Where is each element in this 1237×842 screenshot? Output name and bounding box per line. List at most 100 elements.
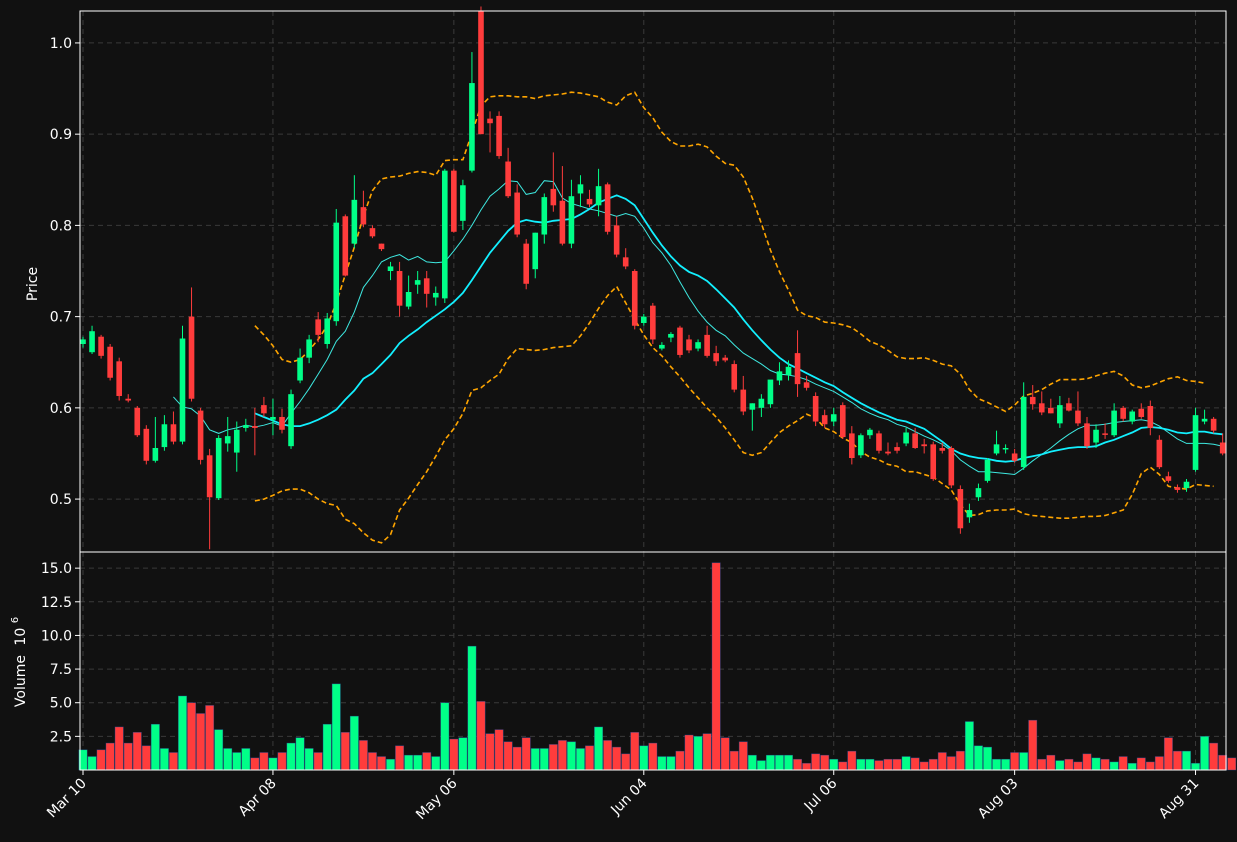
volume-bar — [1163, 737, 1173, 771]
volume-bar — [377, 756, 386, 771]
candle-body — [595, 186, 602, 206]
candle-body — [252, 426, 258, 428]
candlestick — [668, 332, 674, 343]
volume-bar — [295, 737, 305, 771]
volume-bar — [775, 754, 784, 771]
candle-body — [387, 266, 394, 272]
candle-body — [396, 271, 403, 306]
price-tick-label: 0.7 — [50, 310, 72, 326]
candle-body — [1210, 418, 1217, 431]
volume-bar — [919, 761, 929, 771]
volume-bar — [485, 733, 495, 771]
candle-body — [966, 510, 973, 518]
candle-body — [152, 447, 159, 461]
candle-body — [957, 489, 964, 529]
candle-body — [1093, 429, 1099, 443]
volume-bar — [738, 741, 748, 771]
candle-body — [188, 316, 195, 399]
volume-bar — [612, 746, 622, 771]
candle-body — [261, 405, 267, 414]
volume-panel: 2.5 5.0 7.5 10.0 12.5 15.0 Volume 10 6 — [10, 551, 1237, 771]
candle-body — [80, 339, 86, 344]
candle-body — [541, 197, 548, 235]
candlesticks — [80, 6, 1226, 550]
candlestick — [1156, 435, 1163, 469]
slow-moving-average-line — [254, 194, 1223, 463]
volume-panel-frame — [79, 551, 1227, 771]
candlestick — [143, 425, 150, 465]
lower-band-line — [254, 285, 1214, 544]
volume-bar — [521, 737, 531, 771]
volume-bar — [223, 748, 233, 771]
volume-bar — [1109, 761, 1119, 771]
volume-bar — [657, 756, 667, 771]
candle-body — [867, 429, 873, 436]
candle-body — [378, 243, 385, 250]
candle-body — [830, 414, 837, 422]
price-tick-label: 1.0 — [50, 36, 72, 52]
volume-bar — [313, 752, 323, 771]
volume-bar — [829, 758, 839, 771]
candlestick — [532, 232, 539, 279]
volume-bar — [711, 562, 721, 771]
candle-body — [622, 257, 629, 267]
candlestick — [179, 325, 186, 445]
candlestick — [568, 179, 575, 249]
volume-bar — [431, 756, 441, 771]
candlestick — [966, 503, 973, 523]
volume-bar — [901, 756, 911, 771]
volume-bar — [756, 760, 766, 771]
candlestick — [849, 426, 855, 465]
volume-bar — [1127, 762, 1137, 771]
candle-body — [704, 334, 710, 356]
candlestick — [640, 313, 647, 326]
candlestick — [686, 334, 692, 354]
candle-body — [487, 118, 493, 124]
volume-bar — [576, 748, 585, 771]
candle-body — [568, 196, 575, 244]
candlestick — [803, 375, 810, 391]
candlestick — [1183, 479, 1190, 492]
candlestick — [731, 360, 738, 393]
candle-body — [523, 243, 530, 284]
volume-bar — [1191, 762, 1200, 771]
candle-body — [577, 184, 584, 194]
candlestick — [885, 442, 891, 456]
candle-body — [695, 342, 701, 349]
candle-body — [839, 405, 846, 438]
candle-body — [713, 353, 719, 362]
candlestick — [1111, 403, 1117, 438]
volume-bar — [105, 742, 115, 771]
volume-bar — [458, 737, 468, 771]
candle-body — [1201, 418, 1208, 422]
volume-bar — [937, 752, 947, 771]
candle-body — [197, 410, 204, 460]
candle-body — [460, 185, 466, 221]
candlestick — [1002, 444, 1009, 454]
volume-bar — [132, 732, 142, 771]
candlestick — [197, 407, 204, 465]
candlestick — [722, 354, 728, 363]
volume-bar — [1001, 758, 1011, 771]
candlestick — [586, 189, 593, 208]
volume-bar — [1200, 736, 1210, 771]
candle-body — [659, 344, 665, 349]
volume-bar — [1019, 752, 1029, 771]
price-y-ticks: 0.5 0.6 0.7 0.8 0.9 1.0 — [50, 36, 80, 508]
candlestick — [369, 225, 376, 239]
candle-body — [559, 200, 566, 244]
candle-body — [640, 316, 647, 324]
volume-bar — [367, 752, 377, 771]
candle-body — [1129, 411, 1136, 422]
candlestick — [749, 403, 756, 431]
volume-bar — [304, 748, 314, 771]
volume-bar — [1064, 758, 1074, 771]
candle-body — [686, 339, 692, 351]
candle-body — [288, 394, 294, 447]
candlestick — [342, 214, 349, 277]
fast-moving-average-line — [173, 180, 1223, 476]
volume-bar — [494, 729, 504, 771]
candlestick — [523, 239, 530, 290]
volume-bar — [1118, 756, 1128, 771]
candlestick — [514, 184, 520, 238]
